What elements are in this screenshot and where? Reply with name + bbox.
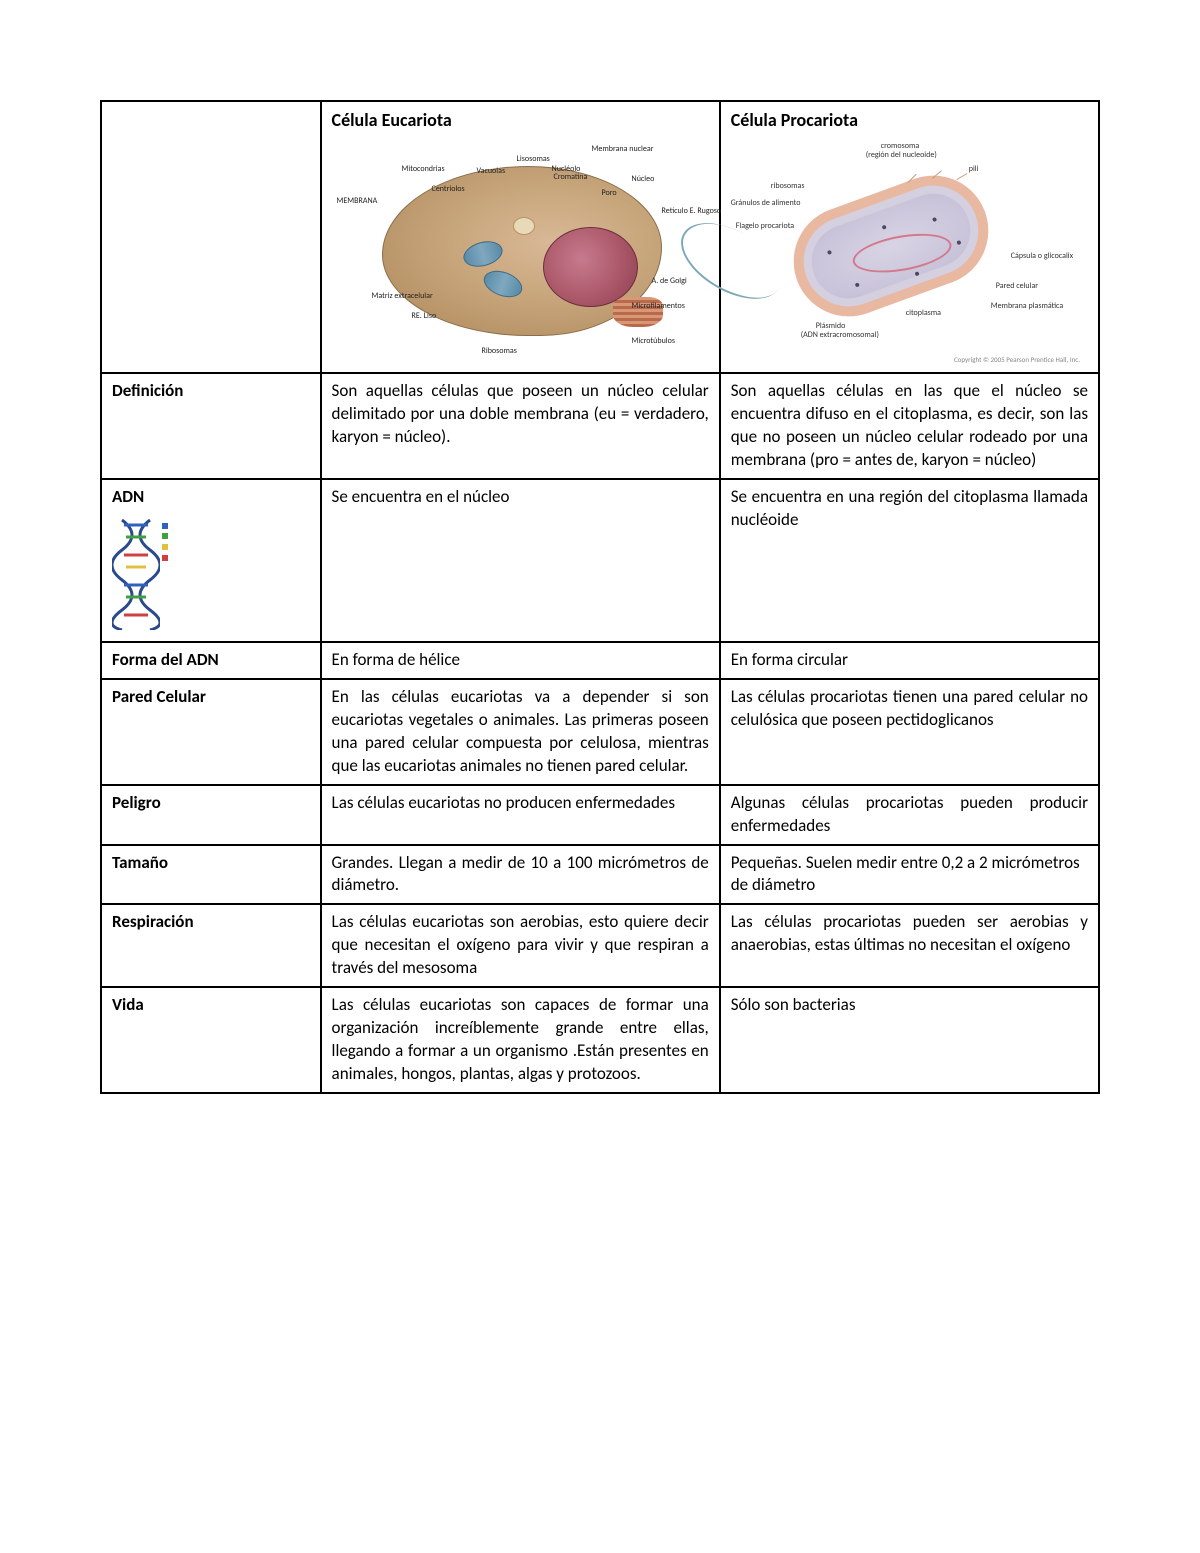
prok-label-cromosoma-sub: (región del nucleoide) [866, 150, 937, 161]
prok-label-ribosomas: ribosomas [771, 181, 805, 192]
row-label: Pared Celular [101, 679, 321, 785]
row-label-text: Respiración [112, 911, 310, 934]
table-row: Tamaño Grandes. Llegan a medir de 10 a 10… [101, 845, 1099, 905]
header-row: Célula Eucariota MEMBRANA Mitocondrias C… [101, 101, 1099, 373]
row-eucariota: Las células eucariotas no producen enfer… [321, 785, 720, 845]
euk-label-microfil: Microfilamentos [632, 301, 685, 312]
row-label-text: ADN [112, 486, 310, 509]
row-eucariota: En las células eucariotas va a depender … [321, 679, 720, 785]
table-row: Pared Celular En las células eucariotas v… [101, 679, 1099, 785]
euk-mitochondria-icon [460, 238, 505, 272]
prok-ribosome-icon [956, 240, 961, 245]
header-eucariota-cell: Célula Eucariota MEMBRANA Mitocondrias C… [321, 101, 720, 373]
table-row: Peligro Las células eucariotas no produce… [101, 785, 1099, 845]
euk-mitochondria-icon [480, 266, 526, 302]
row-procariota: Las células procariotas tienen una pared… [720, 679, 1099, 785]
euk-label-memb-nuclear: Membrana nuclear [592, 144, 654, 155]
prok-label-pared: Pared celular [996, 281, 1038, 292]
euk-label-golgi: A. de Golgi [652, 276, 687, 287]
prok-label-citoplasma: citoplasma [906, 308, 941, 319]
row-label: Respiración [101, 904, 321, 987]
table-row: Forma del ADN En forma de héliceEn forma … [101, 642, 1099, 679]
prok-label-plasmido-sub: (ADN extracromosomal) [801, 330, 879, 341]
row-eucariota: En forma de hélice [321, 642, 720, 679]
row-eucariota: Grandes. Llegan a medir de 10 a 100 micr… [321, 845, 720, 905]
prok-ribosome-icon [914, 271, 919, 276]
table-row: Definición Son aquellas células que posee… [101, 373, 1099, 479]
prok-label-pili: pili [969, 164, 979, 175]
euk-nucleus [543, 227, 638, 307]
header-procariota-cell: Célula Procariota [720, 101, 1099, 373]
row-label: Definición [101, 373, 321, 479]
row-label: ADN [101, 479, 321, 642]
row-label: Peligro [101, 785, 321, 845]
prok-dna-icon [850, 228, 955, 280]
row-procariota: Las células procariotas pueden ser aerob… [720, 904, 1099, 987]
row-eucariota: Las células eucariotas son aerobias, est… [321, 904, 720, 987]
row-eucariota: Se encuentra en el núcleo [321, 479, 720, 642]
row-procariota: Son aquellas células en las que el núcle… [720, 373, 1099, 479]
table-row: Respiración Las células eucariotas son ae… [101, 904, 1099, 987]
row-procariota: Sólo son bacterias [720, 987, 1099, 1093]
row-procariota: Se encuentra en una región del citoplasm… [720, 479, 1099, 642]
euk-label-reticulo: Retículo E. Rugoso [662, 206, 722, 217]
row-label-text: Vida [112, 994, 310, 1017]
dna-helix-icon [112, 515, 192, 635]
eucariota-diagram: MEMBRANA Mitocondrias Centriolos Vacuola… [332, 136, 709, 366]
row-eucariota: Las células eucariotas son capaces de fo… [321, 987, 720, 1093]
prok-ribosome-icon [932, 217, 937, 222]
euk-label-centriolos: Centriolos [432, 184, 465, 195]
table-row: ADN Se encuentra en el núcleoSe encuentr… [101, 479, 1099, 642]
euk-label-matriz: Matriz extracelular [372, 291, 433, 302]
row-procariota: Pequeñas. Suelen medir entre 0,2 a 2 mic… [720, 845, 1099, 905]
euk-label-reliso: RE. Liso [412, 311, 437, 322]
comparison-table: Célula Eucariota MEMBRANA Mitocondrias C… [100, 100, 1100, 1094]
prok-cell-body [778, 160, 1004, 332]
euk-vacuole-icon [513, 217, 535, 235]
prok-pili-icon [956, 173, 967, 180]
prok-label-flagelo: Flagelo procariota [736, 221, 794, 232]
prok-label-membrana: Membrana plasmática [991, 301, 1063, 312]
header-empty [101, 101, 321, 373]
prok-ribosome-icon [827, 250, 832, 255]
euk-label-nucleo: Núcleo [632, 174, 655, 185]
euk-label-lisosomas: Lisosomas [517, 154, 550, 165]
row-label-text: Forma del ADN [112, 649, 310, 672]
euk-label-ribosomas: Ribosomas [482, 346, 517, 357]
euk-label-cromatina: Cromatina [554, 172, 588, 183]
euk-label-mitocondrias: Mitocondrias [402, 164, 445, 175]
euk-label-vacuolas: Vacuolas [477, 166, 506, 177]
euk-label-poro: Poro [602, 188, 617, 199]
prok-label-granulos: Gránulos de alimento [731, 198, 801, 209]
prok-ribosome-icon [881, 225, 886, 230]
prok-ribosome-icon [854, 283, 859, 288]
row-label: Tamaño [101, 845, 321, 905]
euk-label-membrana: MEMBRANA [337, 196, 378, 207]
row-label-text: Tamaño [112, 852, 310, 875]
procariota-title: Célula Procariota [731, 108, 1088, 132]
row-label: Forma del ADN [101, 642, 321, 679]
row-procariota: En forma circular [720, 642, 1099, 679]
prok-label-capsula: Cápsula o glicocalix [1011, 251, 1073, 262]
row-label: Vida [101, 987, 321, 1093]
dna-legend [162, 520, 171, 563]
prok-cytoplasm [801, 183, 980, 309]
row-label-text: Pared Celular [112, 686, 310, 709]
row-procariota: Algunas células procariotas pueden produ… [720, 785, 1099, 845]
eucariota-title: Célula Eucariota [332, 108, 709, 132]
procariota-diagram: cromosoma (región del nucleoide) pili ri… [731, 136, 1088, 366]
prok-copyright: Copyright © 2005 Pearson Prentice Hall, … [954, 355, 1080, 364]
row-eucariota: Son aquellas células que poseen un núcle… [321, 373, 720, 479]
euk-label-microtub: Microtúbulos [632, 336, 675, 347]
table-row: Vida Las células eucariotas son capaces d… [101, 987, 1099, 1093]
row-label-text: Peligro [112, 792, 310, 815]
row-label-text: Definición [112, 380, 310, 403]
